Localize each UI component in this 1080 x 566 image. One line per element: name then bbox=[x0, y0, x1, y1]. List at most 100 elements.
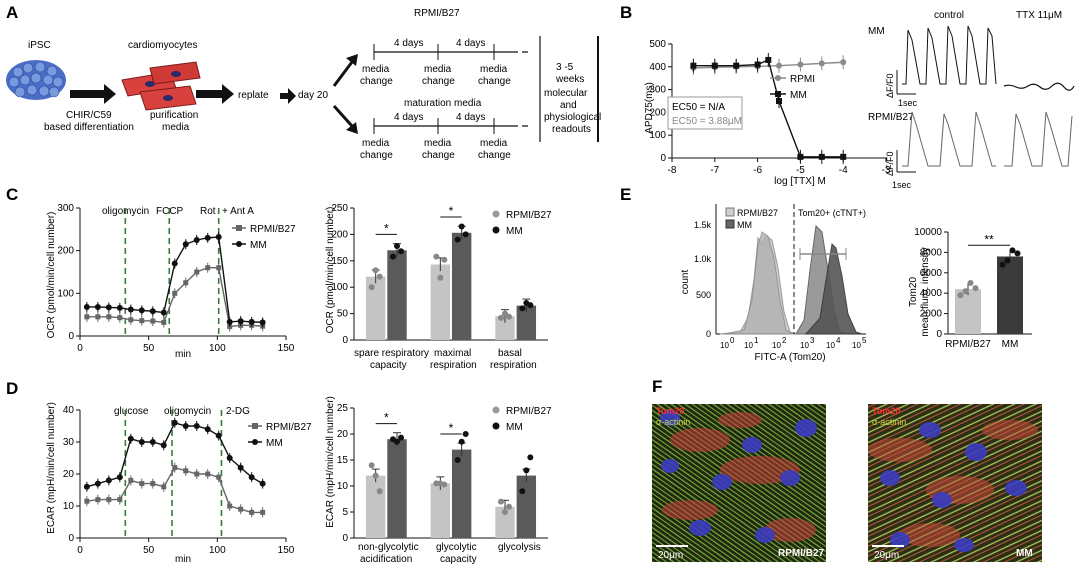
data-point bbox=[194, 471, 200, 477]
svg-text:10: 10 bbox=[772, 341, 781, 350]
data-point bbox=[116, 474, 123, 481]
data-point bbox=[441, 256, 448, 263]
arrow-icon bbox=[70, 84, 116, 104]
data-point bbox=[161, 319, 167, 325]
svg-text:2: 2 bbox=[782, 336, 787, 345]
panel-label-c: C bbox=[6, 185, 18, 204]
d-bar-cat: glycolysis bbox=[498, 542, 541, 553]
cardiomyocytes-label: cardiomyocytes bbox=[128, 40, 197, 51]
y-tick-label: 10 bbox=[63, 501, 75, 512]
significance-star: * bbox=[449, 421, 454, 435]
y-tick-label: 0 bbox=[68, 331, 74, 342]
data-point bbox=[454, 457, 461, 463]
data-point bbox=[83, 483, 90, 490]
bar bbox=[365, 475, 386, 538]
data-point bbox=[519, 488, 526, 495]
bar bbox=[365, 276, 386, 340]
e-legend-rpmi: RPMI/B27 bbox=[737, 208, 778, 218]
series-line bbox=[86, 466, 263, 514]
mm-ttx-trace bbox=[1003, 82, 1075, 91]
e-legend-mm: MM bbox=[737, 220, 752, 230]
arrowhead-icon bbox=[346, 122, 358, 134]
data-point bbox=[840, 59, 847, 66]
legend-marker-rpmi bbox=[236, 225, 242, 231]
y-tick-label: 300 bbox=[649, 85, 666, 96]
cardiomyocyte-cells-icon bbox=[121, 61, 201, 111]
data-point bbox=[454, 236, 461, 243]
data-point bbox=[193, 423, 200, 429]
bar bbox=[451, 232, 472, 340]
d-xlabel: min bbox=[175, 554, 191, 565]
arrow-down-icon bbox=[332, 104, 354, 128]
arrowhead-icon bbox=[346, 54, 358, 66]
data-point bbox=[226, 455, 233, 461]
svg-text:4: 4 bbox=[836, 336, 841, 345]
chir-label-2: based differentiation bbox=[44, 122, 134, 133]
data-point bbox=[95, 314, 101, 320]
c-legend-rpmi: RPMI/B27 bbox=[250, 224, 296, 235]
data-point bbox=[182, 241, 189, 248]
data-point bbox=[204, 234, 211, 241]
y-tick-label: 10000 bbox=[914, 227, 942, 238]
media-change-label: media bbox=[424, 138, 452, 149]
weeks-label-2: weeks bbox=[555, 74, 584, 85]
replate-label: replate bbox=[238, 90, 269, 101]
data-point bbox=[501, 509, 508, 515]
bar-category-label: RPMI/B27 bbox=[945, 339, 991, 350]
e-bar-ylabel-2: mean fluro. intensity bbox=[920, 247, 931, 337]
data-point bbox=[128, 317, 134, 323]
panel-a: A iPSC CHIR/C59 based differentiation ca… bbox=[6, 3, 601, 161]
days-label: 4 days bbox=[394, 112, 423, 123]
data-point bbox=[972, 285, 979, 292]
rpmi-ttx-trace bbox=[1004, 111, 1073, 167]
c-bar-ylabel: OCR (pmol/min/cell number) bbox=[325, 207, 336, 334]
bar bbox=[387, 250, 407, 340]
tick: 1.0k bbox=[694, 254, 712, 264]
data-point bbox=[776, 62, 782, 69]
y-tick-label: 6000 bbox=[920, 268, 943, 279]
data-point bbox=[95, 497, 101, 503]
data-point bbox=[368, 284, 375, 291]
arrow-icon bbox=[196, 84, 234, 104]
media-change-label: change bbox=[422, 76, 455, 87]
y-tick-label: 150 bbox=[331, 256, 348, 267]
y-tick-label: 300 bbox=[57, 203, 74, 214]
data-point bbox=[497, 314, 504, 321]
data-point bbox=[193, 237, 200, 243]
media-change-label: change bbox=[478, 150, 511, 161]
gate-label: Tom20+ (cTNT+) bbox=[798, 208, 866, 218]
data-point bbox=[183, 280, 189, 286]
data-point bbox=[462, 231, 469, 238]
y-tick-label: 0 bbox=[342, 335, 348, 346]
data-point bbox=[94, 480, 101, 487]
y-tick-label: 40 bbox=[63, 405, 75, 416]
bar bbox=[430, 483, 451, 538]
day20-label: day 20 bbox=[298, 90, 328, 101]
media-change-label: media bbox=[362, 64, 390, 75]
panel-d: D ECAR (mpH/min/cell number) glucose oli… bbox=[6, 379, 552, 565]
data-point bbox=[1014, 250, 1021, 257]
data-point bbox=[116, 304, 123, 311]
trace-mm-label: MM bbox=[868, 26, 885, 37]
bar bbox=[430, 264, 451, 340]
dff-label: ΔF/F0 bbox=[885, 73, 895, 98]
y-tick-label: 200 bbox=[57, 246, 74, 257]
y-tick-label: 15 bbox=[337, 455, 349, 466]
panel-label-d: D bbox=[6, 379, 18, 398]
legend-marker-rpmi bbox=[252, 423, 258, 429]
y-tick-label: 8000 bbox=[920, 247, 943, 258]
e-ylabel: count bbox=[680, 270, 691, 295]
data-point bbox=[105, 477, 112, 484]
e-bar-ylabel: Tom20 bbox=[908, 277, 919, 307]
legend-marker-rpmi bbox=[492, 406, 500, 414]
y-tick-label: 200 bbox=[331, 229, 348, 240]
legend-marker-mm bbox=[725, 219, 735, 229]
x-tick-label: 100 bbox=[209, 545, 226, 556]
y-tick-label: 0 bbox=[936, 329, 942, 340]
drug-label: oligomycin bbox=[164, 406, 211, 417]
svg-text:10: 10 bbox=[744, 341, 753, 350]
mm-control-trace bbox=[902, 25, 997, 85]
y-tick-label: 100 bbox=[649, 130, 666, 141]
data-point bbox=[205, 265, 211, 271]
y-tick-label: 2000 bbox=[920, 309, 943, 320]
